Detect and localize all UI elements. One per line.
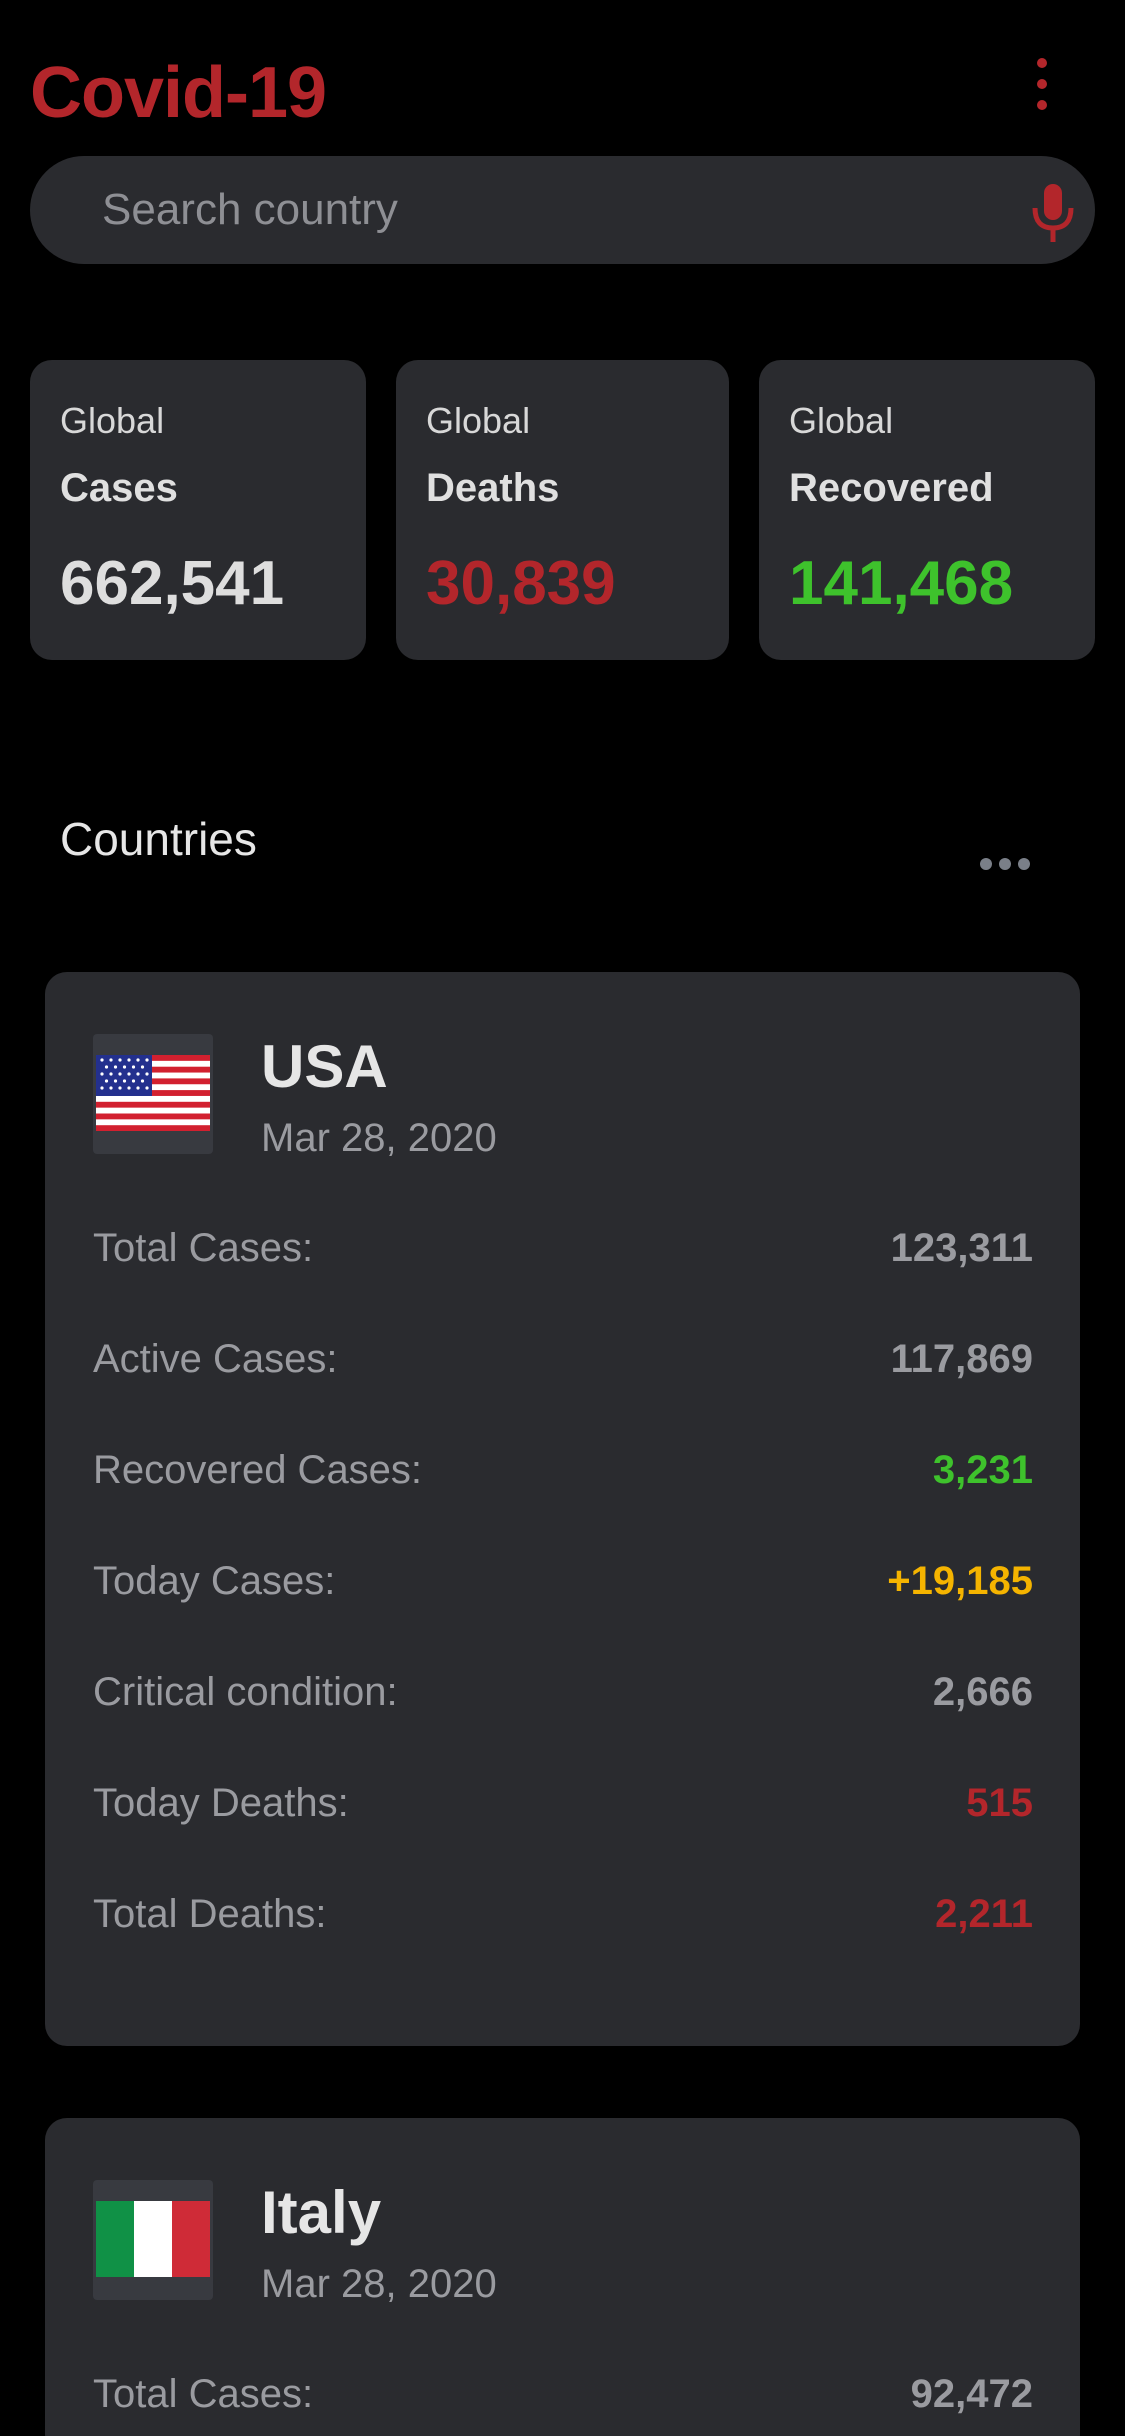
search-input[interactable]: [102, 156, 982, 264]
global-deaths-label: Global: [426, 400, 531, 441]
countries-section-title: Countries: [60, 813, 257, 865]
country-date: Mar 28, 2020: [261, 1116, 497, 1160]
stat-label: Active Cases:: [93, 1337, 338, 1381]
stat-row-critical-condition: Critical condition: 2,666: [93, 1670, 1033, 1730]
stat-value: 3,231: [932, 1448, 1033, 1492]
stat-value: 123,311: [890, 1226, 1033, 1270]
stat-label: Recovered Cases:: [93, 1448, 423, 1492]
app-title: Covid-19: [30, 53, 327, 133]
global-deaths-title: Deaths: [426, 466, 560, 510]
global-cases-title: Cases: [60, 466, 178, 510]
country-card-italy[interactable]: Italy Mar 28, 2020 Total Cases: 92,472: [45, 2118, 1080, 2436]
more-horiz-icon[interactable]: [980, 858, 1030, 872]
stat-row-recovered-cases: Recovered Cases: 3,231: [93, 1448, 1033, 1508]
stat-row-total-cases: Total Cases: 123,311: [93, 1226, 1033, 1286]
stat-label: Today Cases:: [93, 1559, 336, 1603]
stat-label: Critical condition:: [93, 1670, 398, 1714]
stat-value: 2,211: [935, 1892, 1033, 1936]
microphone-icon[interactable]: [1018, 182, 1088, 246]
global-recovered-card: Global Recovered 141,468: [759, 360, 1095, 660]
global-deaths-card: Global Deaths 30,839: [396, 360, 729, 660]
stat-value: 117,869: [890, 1337, 1033, 1381]
search-bar: [30, 156, 1095, 264]
global-recovered-title: Recovered: [789, 466, 994, 510]
country-name: USA: [261, 1033, 388, 1100]
global-recovered-label: Global: [789, 400, 894, 441]
country-card-usa[interactable]: USA Mar 28, 2020 Total Cases: 123,311 Ac…: [45, 972, 1080, 2046]
country-name: Italy: [261, 2179, 382, 2246]
stat-row-active-cases: Active Cases: 117,869: [93, 1337, 1033, 1397]
stat-row-total-cases: Total Cases: 92,472: [93, 2372, 1033, 2432]
stat-value: 2,666: [932, 1670, 1033, 1714]
stat-label: Total Cases:: [93, 2372, 314, 2416]
stat-row-today-deaths: Today Deaths: 515: [93, 1781, 1033, 1841]
global-cases-label: Global: [60, 400, 165, 441]
stat-value: +19,185: [887, 1559, 1033, 1603]
stat-label: Total Deaths:: [93, 1892, 327, 1936]
global-cases-value: 662,541: [60, 549, 285, 618]
global-recovered-value: 141,468: [789, 549, 1014, 618]
more-vert-icon[interactable]: [1022, 56, 1062, 112]
stat-value: 92,472: [910, 2372, 1033, 2416]
global-cases-card: Global Cases 662,541: [30, 360, 366, 660]
global-deaths-value: 30,839: [426, 549, 616, 618]
usa-flag-icon: [93, 1034, 213, 1154]
stat-value: 515: [966, 1781, 1033, 1825]
stat-label: Today Deaths:: [93, 1781, 349, 1825]
italy-flag-icon: [93, 2180, 213, 2300]
stat-row-today-cases: Today Cases: +19,185: [93, 1559, 1033, 1619]
stat-label: Total Cases:: [93, 1226, 314, 1270]
country-date: Mar 28, 2020: [261, 2262, 497, 2306]
stat-row-total-deaths: Total Deaths: 2,211: [93, 1892, 1033, 1952]
